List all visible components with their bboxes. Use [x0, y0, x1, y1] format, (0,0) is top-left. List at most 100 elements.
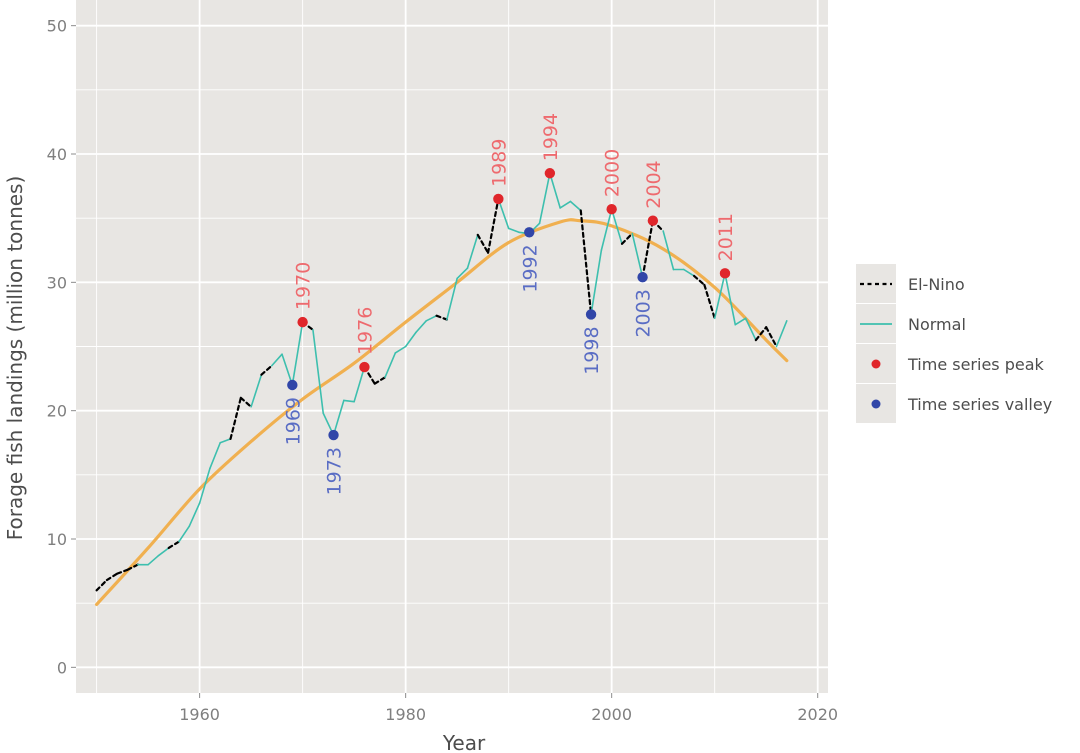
normal-segment	[219, 438, 232, 444]
normal-segment	[147, 554, 160, 566]
legend-label: Time series peak	[907, 355, 1045, 374]
valley-label: 1973	[324, 447, 346, 495]
legend-label: El-Nino	[908, 275, 965, 294]
elnino-segment	[486, 197, 500, 254]
y-axis-title: Forage fish landings (million tonnes)	[3, 176, 27, 541]
x-tick-label: 1960	[179, 705, 220, 724]
elnino-segment	[692, 274, 706, 286]
normal-segment	[549, 172, 561, 209]
valley-point	[585, 309, 597, 320]
normal-segment	[559, 200, 572, 209]
legend-key-point	[871, 359, 881, 369]
elnino-segment	[167, 540, 181, 550]
legend-key-point	[871, 399, 881, 409]
normal-segment	[353, 366, 366, 403]
normal-segment	[343, 399, 355, 403]
normal-segment	[497, 198, 510, 230]
normal-segment	[157, 547, 170, 557]
peak-label: 1976	[354, 307, 376, 355]
normal-segment	[713, 272, 726, 320]
normal-segment	[394, 345, 407, 354]
elnino-segment	[239, 396, 253, 408]
trend-line	[95, 218, 789, 607]
peak-point	[719, 268, 731, 279]
points-layer	[287, 168, 731, 441]
valley-point	[287, 379, 298, 391]
elnino-segment	[435, 314, 448, 321]
peak-label: 2000	[602, 149, 624, 197]
peak-point	[606, 203, 617, 215]
normal-segment	[404, 331, 417, 348]
elnino-segment	[116, 568, 129, 575]
normal-segment	[538, 172, 551, 225]
normal-segment	[631, 232, 644, 279]
valley-point	[637, 272, 648, 283]
normal-segment	[384, 352, 397, 379]
normal-segment	[724, 272, 737, 326]
y-tick-label: 30	[47, 273, 67, 292]
normal-segment	[600, 208, 613, 252]
elnino-segment	[620, 232, 634, 245]
x-axis-title: Year	[442, 731, 486, 753]
elnino-segment	[765, 326, 778, 348]
normal-segment	[682, 268, 695, 277]
trend-layer	[95, 218, 789, 607]
normal-segment	[291, 321, 304, 386]
normal-segment	[734, 317, 747, 326]
normal-segment	[178, 525, 191, 543]
normal-segment	[312, 329, 325, 415]
legend-label: Normal	[908, 315, 966, 334]
legend-label: Time series valley	[907, 395, 1052, 414]
peak-point	[544, 168, 556, 179]
valley-point	[328, 429, 339, 441]
normal-segment	[250, 373, 263, 408]
valley-point	[524, 227, 535, 238]
normal-segment	[446, 277, 458, 321]
peak-label: 1989	[488, 139, 510, 187]
normal-segment	[744, 317, 757, 341]
normal-segment	[662, 230, 675, 271]
peak-label: 1970	[293, 262, 315, 310]
x-tick-label: 1980	[385, 705, 426, 724]
normal-segment	[775, 320, 788, 348]
elnino-segment	[229, 396, 242, 440]
elnino-segment	[373, 376, 387, 385]
elnino-segment	[95, 578, 109, 592]
x-tick-label: 2000	[591, 705, 632, 724]
normal-segment	[456, 267, 469, 280]
peak-point	[493, 193, 504, 205]
axes: 1960 1980 2000 2020 0 10 20 30 40 50	[47, 17, 838, 724]
y-tick-label: 50	[47, 17, 67, 36]
y-tick-label: 20	[47, 402, 67, 421]
normal-segment	[281, 353, 294, 386]
elnino-segment	[579, 209, 593, 316]
normal-segment	[569, 200, 582, 212]
peak-label: 2004	[643, 160, 665, 208]
y-tick-label: 0	[57, 658, 67, 677]
normal-segment	[188, 502, 201, 527]
normal-segment	[590, 249, 603, 316]
valley-label: 1992	[519, 244, 541, 292]
elnino-segment	[126, 563, 139, 571]
normal-segment	[425, 314, 438, 322]
normal-segment	[209, 441, 222, 470]
peak-point	[647, 215, 659, 226]
landings-series	[95, 172, 788, 592]
normal-segment	[610, 208, 623, 245]
elnino-segment	[641, 219, 654, 279]
valley-label: 2003	[633, 289, 655, 337]
normal-segment	[415, 320, 428, 334]
legend: El-Nino Normal Time series peak Time series…	[856, 264, 1052, 423]
normal-segment	[332, 399, 345, 436]
normal-segment	[507, 227, 520, 234]
normal-segment	[270, 353, 283, 367]
elnino-segment	[703, 283, 716, 320]
peak-point	[359, 361, 370, 373]
peak-label: 1994	[540, 113, 562, 161]
y-tick-label: 10	[47, 530, 67, 549]
elnino-segment	[754, 326, 768, 342]
elnino-segment	[476, 233, 490, 254]
elnino-segment	[105, 572, 119, 582]
x-tick-label: 2020	[797, 705, 838, 724]
valley-label: 1969	[282, 397, 304, 445]
